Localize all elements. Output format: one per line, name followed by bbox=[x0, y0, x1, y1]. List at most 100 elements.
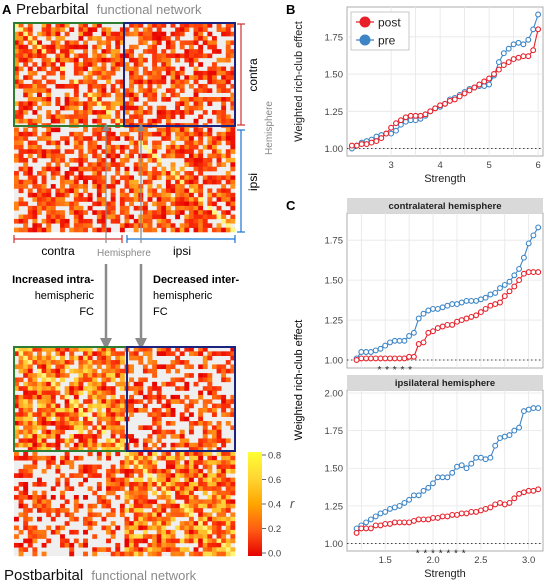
matrix-cell bbox=[230, 118, 236, 124]
matrix-cell bbox=[46, 31, 52, 37]
matrix-cell bbox=[55, 171, 61, 176]
matrix-cell bbox=[92, 547, 98, 552]
matrix-cell bbox=[27, 23, 33, 28]
matrix-cell bbox=[152, 131, 158, 137]
matrix-cell bbox=[14, 455, 19, 461]
matrix-cell bbox=[106, 36, 111, 41]
matrix-cell bbox=[55, 421, 61, 426]
matrix-cell bbox=[211, 62, 217, 67]
matrix-cell bbox=[119, 101, 125, 107]
matrix-cell bbox=[207, 201, 213, 207]
matrix-cell bbox=[101, 416, 107, 422]
matrix-cell bbox=[64, 171, 70, 176]
data-point-pre bbox=[525, 36, 532, 43]
matrix-cell bbox=[92, 473, 98, 478]
matrix-cell bbox=[55, 373, 61, 378]
matrix-cell bbox=[55, 447, 61, 452]
matrix-cell bbox=[27, 40, 33, 46]
matrix-cell bbox=[198, 364, 204, 370]
matrix-cell bbox=[73, 184, 79, 189]
matrix-cell bbox=[230, 218, 236, 224]
matrix-cell bbox=[101, 360, 107, 365]
matrix-cell bbox=[129, 83, 134, 89]
matrix-cell bbox=[175, 442, 181, 448]
matrix-cell bbox=[175, 79, 181, 85]
matrix-cell bbox=[133, 197, 139, 202]
matrix-cell bbox=[101, 110, 107, 115]
matrix-cell bbox=[147, 27, 153, 32]
matrix-cell bbox=[96, 197, 102, 202]
matrix-cell bbox=[225, 438, 231, 444]
matrix-cell bbox=[83, 105, 88, 111]
matrix-cell bbox=[170, 447, 176, 452]
matrix-cell bbox=[32, 192, 38, 198]
matrix-cell bbox=[156, 416, 162, 422]
matrix-cell bbox=[32, 421, 38, 426]
matrix-cell bbox=[138, 473, 144, 478]
matrix-cell bbox=[161, 403, 167, 409]
matrix-cell bbox=[156, 390, 162, 396]
matrix-cell bbox=[156, 425, 162, 431]
data-point-post bbox=[372, 522, 379, 529]
matrix-cell bbox=[202, 214, 208, 220]
matrix-cell bbox=[83, 44, 88, 50]
matrix-cell bbox=[184, 481, 190, 487]
matrix-cell bbox=[179, 175, 185, 181]
matrix-cell bbox=[32, 49, 38, 54]
matrix-cell bbox=[184, 547, 190, 552]
matrix-cell bbox=[101, 495, 107, 500]
matrix-cell bbox=[179, 110, 185, 115]
matrix-cell bbox=[14, 351, 19, 356]
matrix-cell bbox=[221, 373, 227, 378]
matrix-cell bbox=[147, 355, 153, 361]
matrix-cell bbox=[147, 525, 153, 531]
matrix-cell bbox=[18, 547, 24, 552]
matrix-cell bbox=[83, 464, 88, 470]
matrix-cell bbox=[175, 192, 181, 198]
matrix-cell bbox=[106, 512, 111, 518]
matrix-cell bbox=[129, 351, 134, 356]
matrix-cell bbox=[115, 381, 121, 387]
matrix-cell bbox=[14, 83, 19, 89]
data-point-pre bbox=[486, 81, 493, 88]
matrix-cell bbox=[46, 205, 52, 211]
data-point-post bbox=[454, 318, 460, 325]
matrix-cell bbox=[60, 70, 65, 76]
matrix-cell bbox=[78, 162, 84, 167]
matrix-cell bbox=[18, 36, 24, 41]
matrix-cell bbox=[152, 70, 158, 76]
matrix-cell bbox=[14, 205, 19, 211]
matrix-cell bbox=[184, 131, 190, 137]
matrix-cell bbox=[211, 192, 217, 198]
matrix-cell bbox=[92, 171, 98, 176]
matrix-cell bbox=[216, 425, 222, 431]
matrix-cell bbox=[115, 62, 121, 67]
matrix-cell bbox=[225, 136, 231, 141]
matrix-cell bbox=[202, 538, 208, 544]
matrix-cell bbox=[230, 538, 236, 544]
matrix-cell bbox=[129, 140, 134, 146]
matrix-cell bbox=[14, 53, 19, 59]
matrix-cell bbox=[87, 373, 93, 378]
matrix-cell bbox=[106, 538, 111, 544]
matrix-cell bbox=[92, 373, 98, 378]
matrix-cell bbox=[69, 434, 75, 439]
matrix-cell bbox=[92, 127, 98, 133]
matrix-cell bbox=[106, 403, 111, 409]
matrix-cell bbox=[152, 477, 158, 483]
matrix-cell bbox=[184, 407, 190, 413]
matrix-cell bbox=[110, 473, 116, 478]
matrix-cell bbox=[156, 23, 162, 28]
matrix-cell bbox=[221, 184, 227, 189]
matrix-cell bbox=[64, 23, 70, 28]
matrix-cell bbox=[156, 434, 162, 439]
matrix-cell bbox=[165, 547, 171, 552]
matrix-cell bbox=[73, 62, 79, 67]
matrix-cell bbox=[202, 451, 208, 457]
matrix-cell bbox=[92, 447, 98, 452]
matrix-cell bbox=[92, 403, 98, 409]
matrix-cell bbox=[152, 36, 158, 41]
matrix-cell bbox=[175, 481, 181, 487]
matrix-cell bbox=[37, 534, 42, 539]
matrix-cell bbox=[96, 486, 102, 491]
